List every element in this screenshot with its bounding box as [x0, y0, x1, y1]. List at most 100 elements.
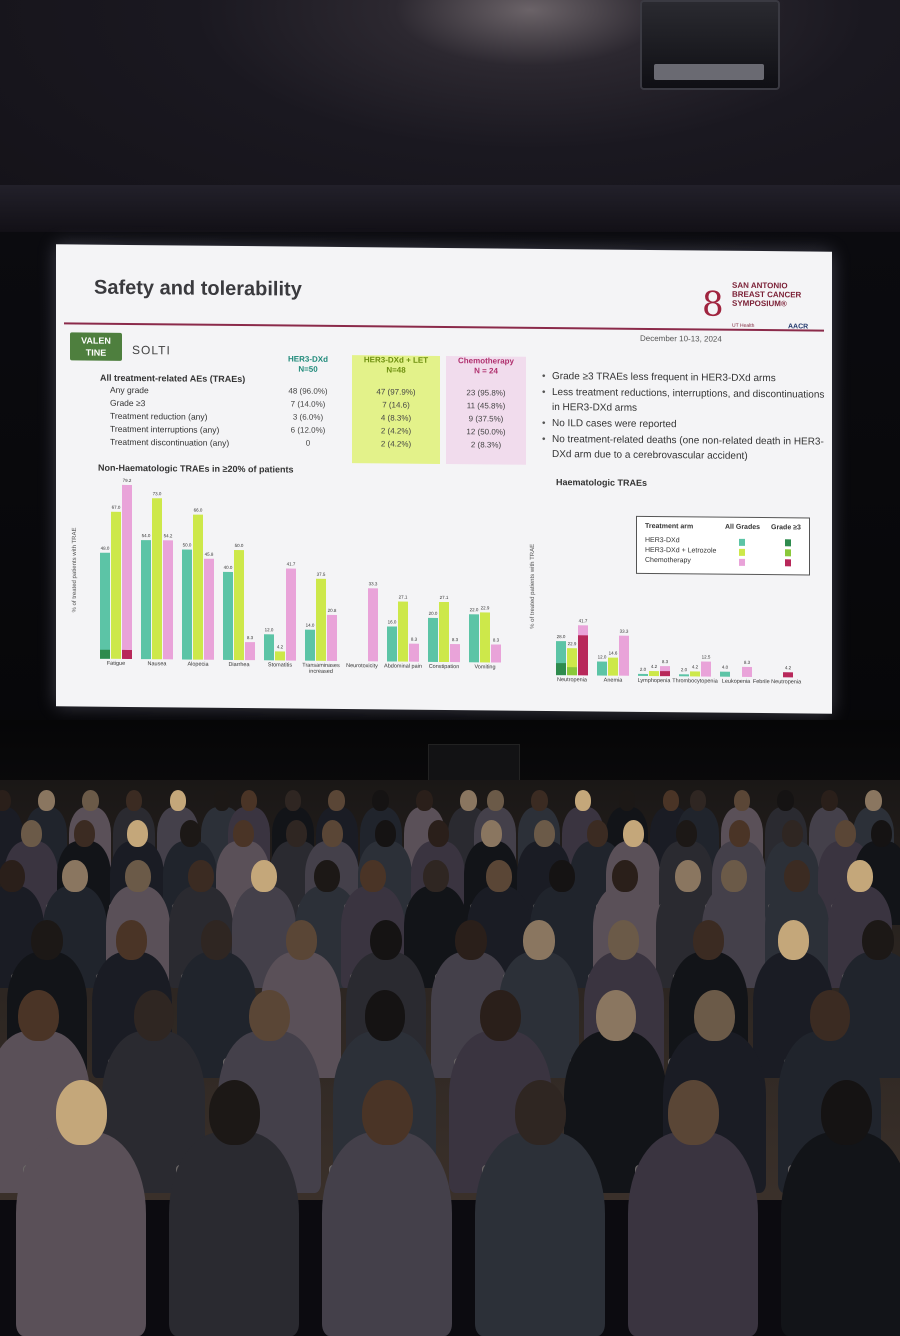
- attendee-head: [663, 790, 680, 811]
- attendee-head: [38, 790, 55, 811]
- swatch-let: [739, 549, 745, 556]
- bar: [223, 572, 233, 660]
- attendee-head: [127, 820, 148, 847]
- bar: [245, 642, 255, 660]
- attendee-head: [734, 790, 751, 811]
- attendee-head: [455, 920, 487, 960]
- bar-grade3: [122, 650, 132, 659]
- attendee-head: [62, 860, 88, 892]
- x-tick-label: Vomiting: [459, 664, 511, 670]
- bar: [111, 511, 121, 658]
- bar-value-label: 4.2: [779, 665, 797, 670]
- conference-date: December 10-13, 2024: [640, 334, 722, 344]
- attendee-head: [549, 860, 575, 892]
- bar: [275, 651, 285, 660]
- bar: [491, 644, 501, 662]
- bar-value-label: 20.8: [323, 608, 341, 613]
- attendee-head: [370, 920, 402, 960]
- attendee-head: [74, 820, 95, 847]
- bar-value-label: 4.0: [716, 665, 734, 670]
- attendee-head: [486, 860, 512, 892]
- attendee-head: [126, 790, 143, 811]
- bar: [100, 553, 110, 659]
- table-cell: 7 (14.0%): [268, 399, 348, 409]
- bar: [122, 485, 132, 659]
- attendee-head: [810, 990, 851, 1041]
- attendee-head: [362, 1080, 413, 1145]
- bar: [450, 644, 460, 662]
- sabcs-logo-text: SAN ANTONIO BREAST CANCER SYMPOSIUM®: [732, 281, 824, 309]
- bar: [316, 578, 326, 661]
- attendee-head: [360, 860, 386, 892]
- attendee-head: [423, 860, 449, 892]
- bullet-item: Less treatment reductions, interruptions…: [542, 385, 826, 418]
- bar: [649, 671, 659, 676]
- chart-title-nonhaem: Non-Haematologic TRAEs in ≥20% of patien…: [98, 463, 293, 475]
- attendee-head: [847, 860, 873, 892]
- col-head-chemo-n: N = 24: [446, 366, 526, 377]
- col-head-let-name: HER3-DXd + LET: [356, 355, 436, 366]
- attendee-head: [180, 820, 201, 847]
- table-row-label: Treatment discontinuation (any): [110, 437, 229, 448]
- attendee-head: [0, 790, 11, 811]
- bar: [368, 588, 378, 661]
- attendee-body: [781, 1132, 900, 1336]
- bar: [742, 667, 752, 677]
- swatch-her3-g3: [785, 539, 791, 546]
- aacr-logo: AACR: [788, 323, 808, 330]
- attendee-head: [18, 990, 59, 1041]
- attendee-body: [169, 1132, 298, 1336]
- bar-value-label: 41.7: [574, 618, 592, 623]
- attendee-head: [241, 790, 258, 811]
- attendee-head: [209, 1080, 260, 1145]
- attendee-head: [784, 860, 810, 892]
- attendee-head: [534, 820, 555, 847]
- bar-grade3: [100, 650, 110, 659]
- attendee-head: [531, 790, 548, 811]
- attendee-head: [821, 1080, 872, 1145]
- table-cell: 2 (4.2%): [356, 426, 436, 436]
- attendee-head: [782, 820, 803, 847]
- table-row-label: Grade ≥3: [110, 398, 145, 408]
- bar: [234, 550, 244, 660]
- bar: [608, 658, 618, 676]
- bar: [428, 618, 438, 662]
- bar-value-label: 12.0: [260, 627, 278, 632]
- table-cell: 6 (12.0%): [268, 425, 348, 435]
- bar: [619, 636, 629, 676]
- attendee-head: [375, 820, 396, 847]
- attendee-head: [251, 860, 277, 892]
- projector-lens: [654, 64, 764, 80]
- attendee-head: [835, 820, 856, 847]
- bar-grade3: [567, 668, 577, 676]
- bar: [638, 673, 648, 675]
- bar-value-label: 66.0: [189, 507, 207, 512]
- bar: [182, 549, 192, 659]
- attendee-head: [116, 920, 148, 960]
- table-title: All treatment-related AEs (TRAEs): [100, 373, 245, 384]
- attendee-head: [729, 820, 750, 847]
- attendee-head: [575, 790, 592, 811]
- attendee-head: [487, 790, 504, 811]
- attendee-head: [675, 860, 701, 892]
- legend-row-her3: HER3-DXd: [645, 537, 680, 544]
- valentine-line1: VALEN: [70, 334, 122, 346]
- y-axis-label-nonhaem: % of treated patients with TRAE: [72, 527, 78, 612]
- attendee-head: [821, 790, 838, 811]
- bar-grade3: [783, 672, 793, 677]
- attendee-head: [693, 920, 725, 960]
- chart-title-haem: Haematologic TRAEs: [556, 477, 647, 488]
- bar: [204, 559, 214, 660]
- bar-value-label: 33.3: [364, 581, 382, 586]
- attendee-head: [721, 860, 747, 892]
- bar: [439, 602, 449, 662]
- swatch-chemo: [739, 559, 745, 566]
- bar: [597, 661, 607, 675]
- col-head-chemo-name: Chemotherapy: [446, 356, 526, 367]
- attendee-head: [778, 920, 810, 960]
- valentine-line2: TINE: [70, 346, 122, 358]
- sabcs-logo: 8 SAN ANTONIO BREAST CANCER SYMPOSIUM® U…: [702, 278, 822, 339]
- attendee-head: [668, 1080, 719, 1145]
- attendee-head: [170, 790, 187, 811]
